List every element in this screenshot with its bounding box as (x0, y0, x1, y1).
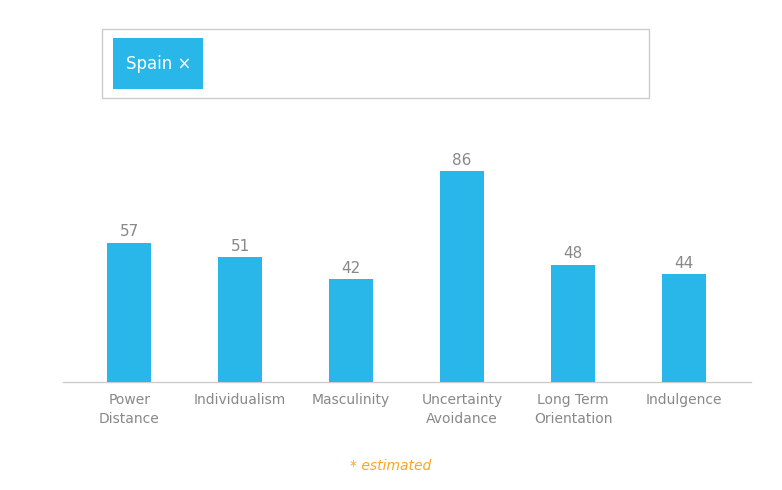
Bar (440, 172, 484, 382)
Text: 86: 86 (453, 153, 472, 168)
Text: 51: 51 (231, 239, 249, 254)
Text: 44: 44 (675, 256, 694, 270)
Bar (662, 274, 706, 382)
Text: 57: 57 (120, 224, 138, 239)
Bar (329, 279, 373, 382)
Text: 42: 42 (342, 261, 361, 275)
Text: 48: 48 (564, 246, 583, 261)
Bar (107, 243, 152, 382)
Bar (551, 265, 595, 382)
Bar (218, 257, 262, 382)
Text: Spain ×: Spain × (126, 55, 192, 73)
Text: * estimated: * estimated (350, 459, 432, 472)
